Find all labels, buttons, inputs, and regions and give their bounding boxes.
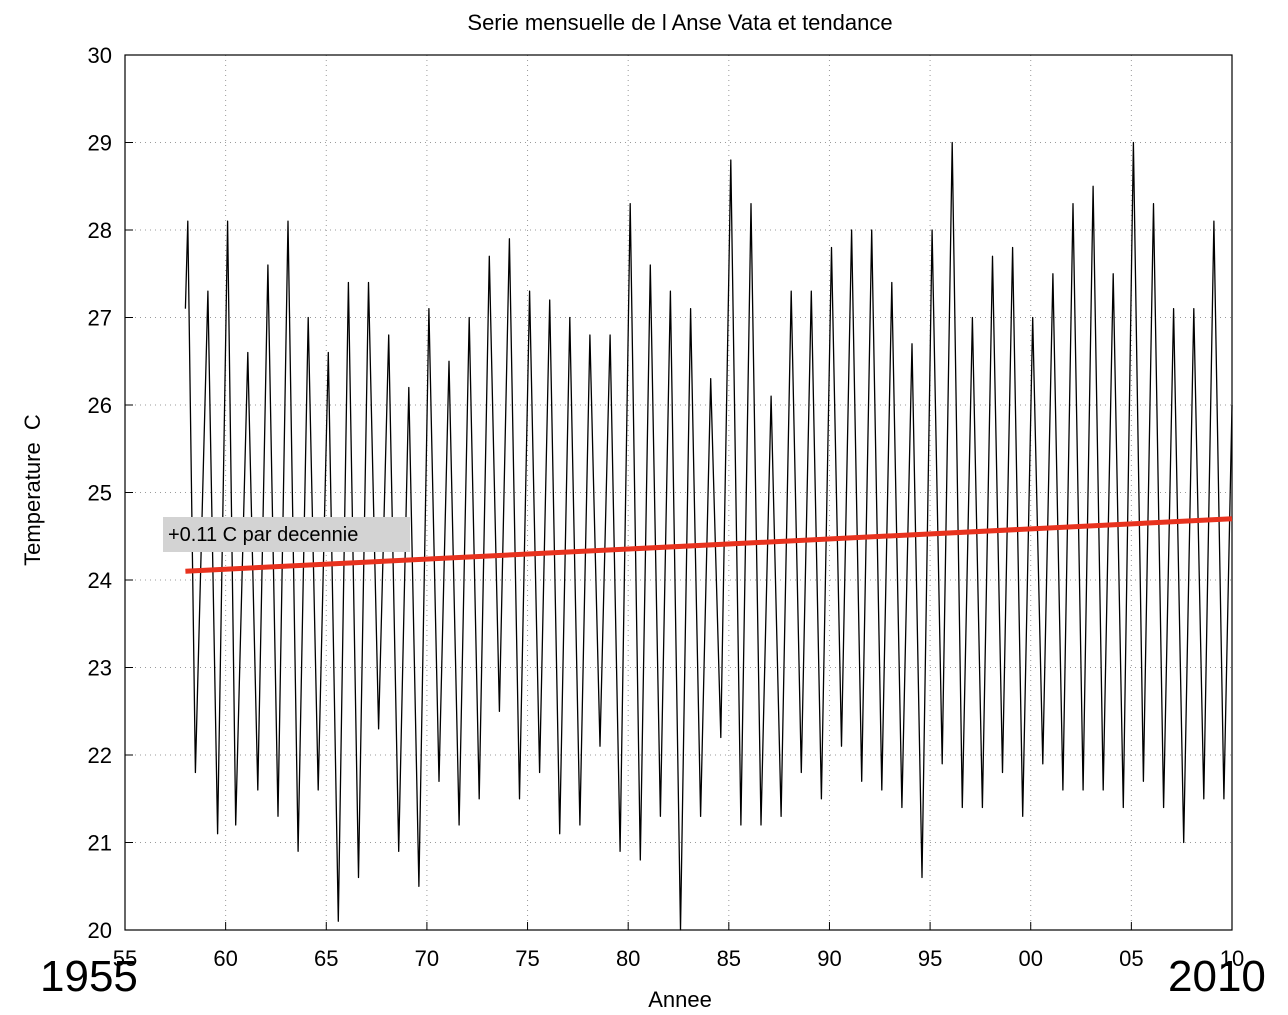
trend-line xyxy=(185,516,1233,574)
y-tick-label: 30 xyxy=(88,43,112,68)
y-tick-label: 21 xyxy=(88,831,112,856)
x-tick-label: 80 xyxy=(616,946,640,971)
y-tick-label: 27 xyxy=(88,306,112,331)
y-tick-label: 25 xyxy=(88,481,112,506)
annotation-layer: +0.11 C par decennie xyxy=(163,517,410,552)
axis-ticks: 55 60 65 70 75 80 85 90 95 00 05 10 20 21 22 23 24 25 26 27… xyxy=(88,43,1245,971)
x-tick-label: 65 xyxy=(314,946,338,971)
trend-annotation-label: +0.11 C par decennie xyxy=(168,524,358,546)
x-tick-label: 70 xyxy=(415,946,439,971)
start-year-label: 1955 xyxy=(40,952,138,1001)
y-tick-label: 28 xyxy=(88,218,112,243)
x-tick-label: 60 xyxy=(213,946,237,971)
x-tick-label: 55 xyxy=(113,946,137,971)
y-axis-label: Temperature C xyxy=(20,414,45,566)
y-tick-label: 24 xyxy=(88,568,112,593)
chart-title: Serie mensuelle de l Anse Vata et tendan… xyxy=(467,10,892,35)
y-tick-label: 23 xyxy=(88,656,112,681)
x-tick-label: 95 xyxy=(918,946,942,971)
trend-annotation-box xyxy=(163,517,410,552)
y-tick-label: 22 xyxy=(88,743,112,768)
x-tick-label: 00 xyxy=(1018,946,1042,971)
x-tick-label: 05 xyxy=(1119,946,1143,971)
end-year-label: 2010 xyxy=(1168,952,1266,1001)
y-tick-label: 29 xyxy=(88,131,112,156)
y-tick-label: 26 xyxy=(88,393,112,418)
x-tick-label: 90 xyxy=(817,946,841,971)
temperature-series-line xyxy=(184,141,1233,931)
series-layer xyxy=(184,141,1233,931)
x-tick-label: 10 xyxy=(1220,946,1244,971)
x-tick-label: 85 xyxy=(717,946,741,971)
x-tick-label: 75 xyxy=(515,946,539,971)
x-axis-label: Annee xyxy=(648,987,712,1012)
y-tick-label: 20 xyxy=(88,918,112,943)
